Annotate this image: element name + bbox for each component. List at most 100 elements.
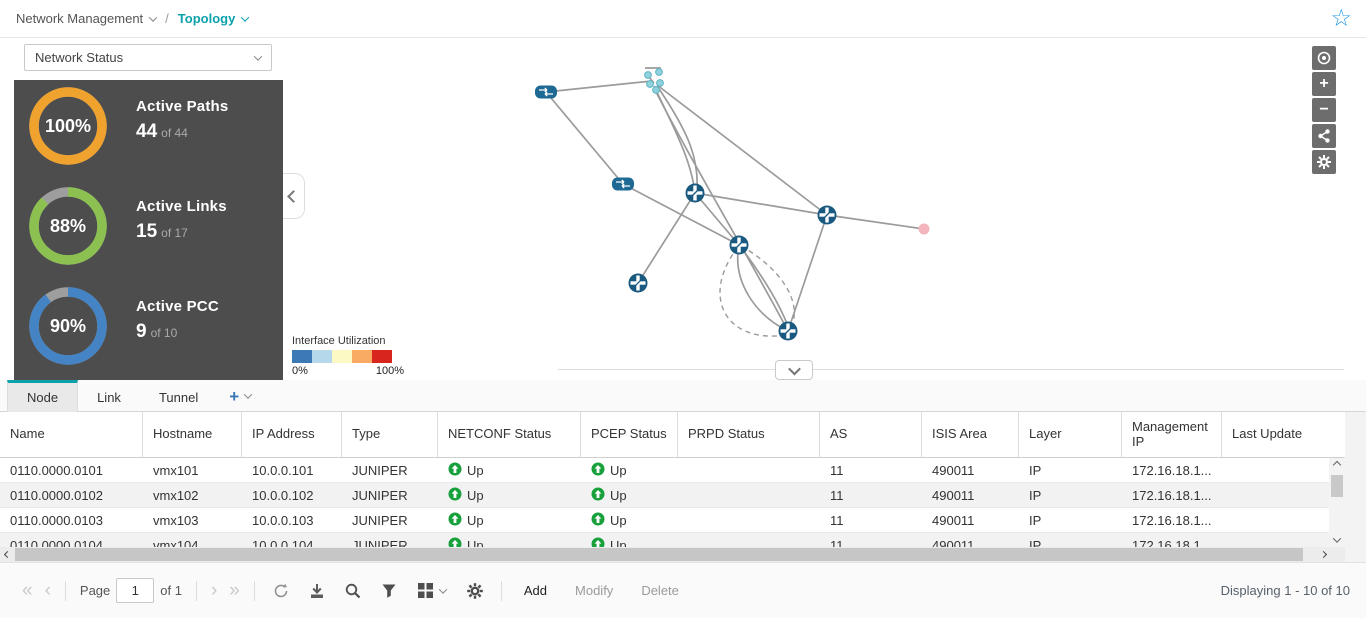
zoom-out-icon[interactable]: − <box>1312 98 1336 122</box>
row-type: JUNIPER <box>342 458 438 483</box>
vertical-scroll-thumb[interactable] <box>1331 475 1343 497</box>
topology-node-port[interactable] <box>644 71 652 79</box>
panel-collapse-button[interactable] <box>283 173 305 219</box>
row-type: JUNIPER <box>342 483 438 508</box>
row-ip: 10.0.0.104 <box>242 533 342 548</box>
topology-link[interactable] <box>545 80 653 93</box>
delete-button[interactable]: Delete <box>641 583 679 598</box>
column-header-prpd-status[interactable]: PRPD Status <box>678 412 820 457</box>
topology-node-junos[interactable] <box>778 321 798 341</box>
topology-node-junos[interactable] <box>729 235 749 255</box>
row-prpd-status <box>678 508 820 533</box>
scroll-right-arrow[interactable] <box>1316 547 1331 562</box>
column-header-management-ip[interactable]: Management IP <box>1122 412 1222 457</box>
column-header-layer[interactable]: Layer <box>1019 412 1122 457</box>
column-header-type[interactable]: Type <box>342 412 438 457</box>
interface-utilization-legend: Interface Utilization 0% 100% <box>290 333 406 377</box>
scroll-up-arrow[interactable] <box>1329 458 1345 472</box>
column-header-ip-address[interactable]: IP Address <box>242 412 342 457</box>
column-header-pcep-status[interactable]: PCEP Status <box>581 412 678 457</box>
legend-swatch <box>332 350 352 363</box>
tab-node[interactable]: Node <box>7 380 79 412</box>
download-icon[interactable] <box>302 578 332 604</box>
zoom-in-icon[interactable]: + <box>1312 72 1336 96</box>
topology-node-router[interactable] <box>612 177 634 191</box>
topology-node-port[interactable] <box>656 79 664 87</box>
topology-node-junos[interactable] <box>628 273 648 293</box>
topology-link[interactable] <box>787 214 828 332</box>
favorite-star-icon[interactable]: ☆ <box>1330 5 1352 32</box>
grid-toolbar: « ‹ Page of 1 › » Add Modify Delete Disp… <box>0 562 1366 618</box>
topology-node-port[interactable] <box>652 86 660 94</box>
topology-node-router[interactable] <box>535 85 557 99</box>
first-page-button[interactable]: « <box>22 580 33 601</box>
gauge-active-pcc: 90% Active PCC 9 of 10 <box>14 280 283 372</box>
topology-link[interactable] <box>637 192 696 284</box>
map-expand-button[interactable] <box>775 360 813 380</box>
column-header-name[interactable]: Name <box>0 412 143 457</box>
table-row[interactable]: 0110.0000.0103 vmx103 10.0.0.103 JUNIPER Up U… <box>0 508 1345 533</box>
previous-page-button[interactable]: ‹ <box>44 580 51 601</box>
locate-icon[interactable] <box>1312 46 1336 70</box>
chevron-down-icon <box>148 12 158 22</box>
row-last-update <box>1222 508 1345 533</box>
topology-map[interactable]: + − Interface Utilization 0% 100% <box>283 38 1366 380</box>
table-row[interactable]: 0110.0000.0104 vmx104 10.0.0.104 JUNIPER Up U… <box>0 533 1345 547</box>
row-name: 0110.0000.0104 <box>0 533 143 548</box>
horizontal-scroll-thumb[interactable] <box>15 548 1303 561</box>
row-as: 11 <box>820 508 922 533</box>
breadcrumb-topology[interactable]: Topology <box>178 11 250 26</box>
vertical-scrollbar[interactable] <box>1329 458 1345 547</box>
scroll-left-arrow[interactable] <box>0 547 15 562</box>
row-as: 11 <box>820 483 922 508</box>
view-select-dropdown[interactable]: Network Status <box>24 44 272 71</box>
page-number-input[interactable] <box>116 578 155 603</box>
topology-link[interactable] <box>694 192 828 216</box>
row-name: 0110.0000.0103 <box>0 508 143 533</box>
topology-link[interactable] <box>694 192 740 246</box>
topology-link[interactable] <box>545 91 624 185</box>
topology-link[interactable] <box>719 246 787 337</box>
column-header-as[interactable]: AS <box>820 412 922 457</box>
column-header-isis-area[interactable]: ISIS Area <box>922 412 1019 457</box>
topology-node-port[interactable] <box>655 68 663 76</box>
legend-swatch <box>292 350 312 363</box>
column-header-netconf-status[interactable]: NETCONF Status <box>438 412 581 457</box>
filter-icon[interactable] <box>374 578 404 604</box>
topology-node-port[interactable] <box>646 80 654 88</box>
scroll-down-arrow[interactable] <box>1329 533 1345 547</box>
topology-node-junos[interactable] <box>817 205 837 225</box>
search-icon[interactable] <box>338 578 368 604</box>
column-header-last-update[interactable]: Last Update <box>1222 412 1345 457</box>
legend-swatch <box>312 350 332 363</box>
modify-button[interactable]: Modify <box>575 583 614 598</box>
add-tab-button[interactable]: + <box>217 380 263 412</box>
topology-link[interactable] <box>739 245 790 330</box>
breadcrumb-network-management[interactable]: Network Management <box>16 11 158 26</box>
legend-swatch <box>352 350 372 363</box>
topology-link[interactable] <box>740 245 796 329</box>
topology-link[interactable] <box>656 85 699 193</box>
topology-node-junos[interactable] <box>685 183 705 203</box>
columns-grid-icon[interactable] <box>410 578 454 604</box>
row-prpd-status <box>678 533 820 547</box>
table-row[interactable]: 0110.0000.0102 vmx102 10.0.0.102 JUNIPER Up U… <box>0 483 1345 508</box>
table-row[interactable]: 0110.0000.0101 vmx101 10.0.0.101 JUNIPER Up U… <box>0 458 1345 483</box>
tab-link[interactable]: Link <box>78 380 140 412</box>
horizontal-scrollbar[interactable] <box>0 547 1345 562</box>
grid-header: Name Hostname IP Address Type NETCONF St… <box>0 412 1345 458</box>
topology-link[interactable] <box>826 214 925 230</box>
next-page-button[interactable]: › <box>210 580 218 601</box>
topology-link[interactable] <box>656 84 828 216</box>
tab-tunnel[interactable]: Tunnel <box>140 380 217 412</box>
share-icon[interactable] <box>1312 124 1336 148</box>
refresh-icon[interactable] <box>266 578 296 604</box>
map-settings-gear-icon[interactable] <box>1312 150 1336 174</box>
topology-node-endpoint[interactable] <box>918 223 930 235</box>
topology-link[interactable] <box>653 87 789 332</box>
topology-link[interactable] <box>736 244 789 332</box>
last-page-button[interactable]: » <box>229 580 240 601</box>
add-button[interactable]: Add <box>523 583 548 598</box>
column-header-hostname[interactable]: Hostname <box>143 412 242 457</box>
grid-settings-gear-icon[interactable] <box>460 578 490 604</box>
